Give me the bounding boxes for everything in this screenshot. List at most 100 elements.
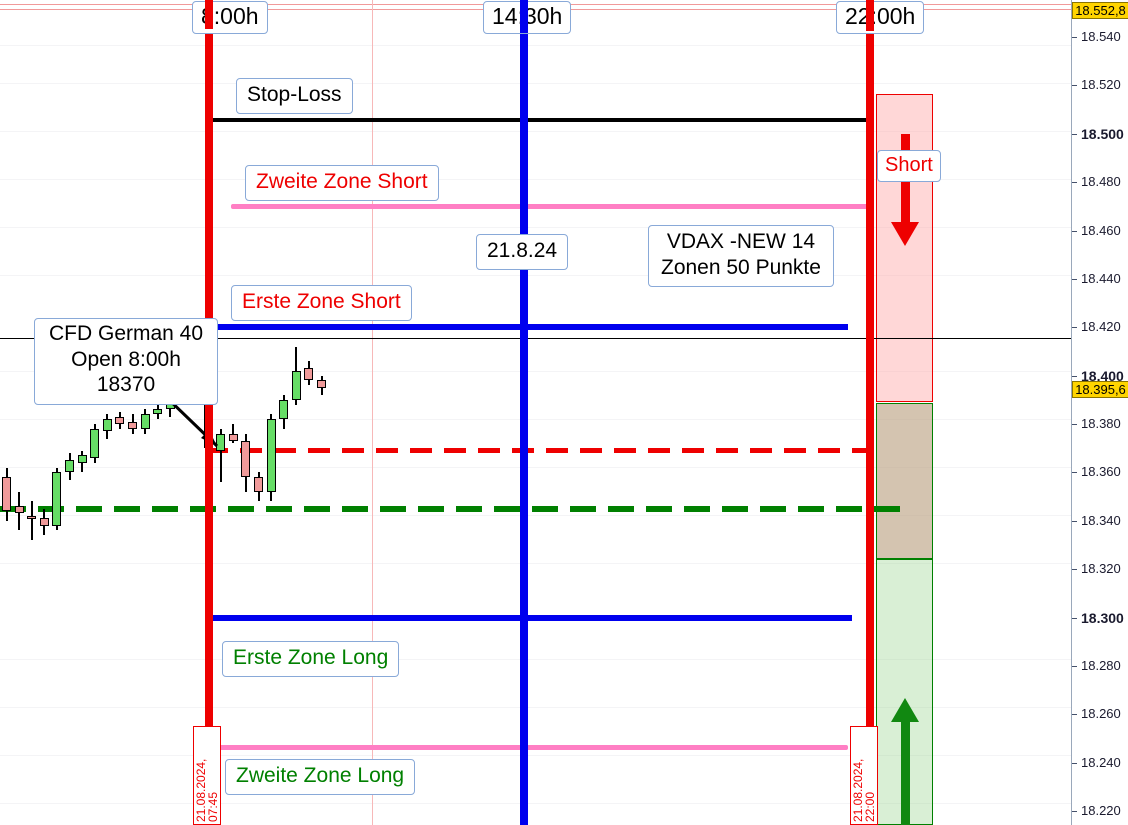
candle-body bbox=[266, 419, 276, 492]
axis-tick-mark bbox=[1072, 182, 1077, 184]
axis-tick-mark bbox=[1072, 714, 1077, 716]
axis-tick-mark bbox=[1072, 424, 1077, 425]
axis-tick-mark bbox=[1072, 665, 1077, 667]
axis-tick-label: 18.400 bbox=[1081, 367, 1124, 384]
callout-date[interactable]: 21.8.24 bbox=[476, 234, 569, 270]
axis-tick-label: 18.480 bbox=[1081, 174, 1121, 190]
candle-body bbox=[317, 380, 326, 388]
session-line-open-0800[interactable] bbox=[205, 0, 213, 825]
gridline bbox=[0, 83, 1071, 84]
neutral-zone-rectangle[interactable] bbox=[876, 403, 933, 559]
axis-tick-label: 18.260 bbox=[1081, 706, 1121, 722]
candle-body bbox=[2, 477, 11, 512]
level-line-stop-loss[interactable] bbox=[207, 118, 872, 122]
axis-tick-label: 18.440 bbox=[1081, 270, 1121, 286]
axis-tick-label: 18.300 bbox=[1081, 609, 1124, 626]
time-label-close[interactable]: 22:00h bbox=[836, 1, 925, 34]
price-tag-last: 18.395,6 bbox=[1072, 381, 1128, 398]
axis-tick-label: 18.500 bbox=[1081, 125, 1124, 142]
callout-zweite-zone-short[interactable]: Zweite Zone Short bbox=[245, 165, 439, 201]
candle-body bbox=[14, 506, 24, 514]
axis-tick-mark bbox=[1072, 37, 1077, 38]
callout-stop-loss[interactable]: Stop-Loss bbox=[236, 78, 353, 114]
session-line-close-2200[interactable] bbox=[866, 0, 874, 825]
axis-tick-mark bbox=[1072, 375, 1077, 377]
axis-tick-label: 18.240 bbox=[1081, 754, 1121, 770]
candle-wick bbox=[219, 428, 222, 483]
session-line-1430-overlay bbox=[520, 1, 528, 33]
axis-tick-label: 18.420 bbox=[1081, 319, 1121, 335]
candle-body bbox=[153, 409, 163, 415]
level-line-zweite-zone-short[interactable] bbox=[231, 204, 868, 209]
candle-wick bbox=[30, 501, 33, 541]
vdax-note-line-2: Zonen 50 Punkte bbox=[661, 255, 821, 279]
callout-erste-zone-long[interactable]: Erste Zone Long bbox=[222, 641, 400, 677]
axis-tick-mark bbox=[1072, 569, 1077, 571]
callout-zweite-zone-long[interactable]: Zweite Zone Long bbox=[225, 759, 416, 795]
axis-tick-label: 18.340 bbox=[1081, 512, 1121, 528]
gridline bbox=[0, 371, 1071, 372]
axis-tick-mark bbox=[1072, 472, 1077, 474]
gridline bbox=[0, 179, 1071, 180]
long-arrow-shaft bbox=[901, 722, 910, 825]
gridline bbox=[0, 227, 1071, 228]
instrument-name: CFD German 40 bbox=[49, 322, 204, 345]
entry-short-dashed-line[interactable] bbox=[206, 448, 886, 453]
session-line-2200-overlay bbox=[866, 1, 874, 31]
price-axis[interactable]: 18.552,8 18.395,6 18.540 18.520 18.500 18.4… bbox=[1071, 0, 1128, 825]
candle-body bbox=[254, 477, 263, 492]
candle-body bbox=[291, 370, 301, 400]
candle-body bbox=[115, 416, 125, 424]
candle-body bbox=[90, 428, 100, 458]
time-label-open[interactable]: 8:00h bbox=[192, 1, 268, 34]
entry-long-dashed-line[interactable] bbox=[0, 506, 910, 512]
candle-body bbox=[128, 421, 137, 429]
axis-tick-label: 18.460 bbox=[1081, 222, 1121, 238]
vertical-gridline bbox=[372, 0, 373, 825]
gridline bbox=[0, 131, 1071, 132]
gridline bbox=[0, 419, 1071, 420]
price-tag-high: 18.552,8 bbox=[1072, 2, 1128, 19]
session-line-open-overlay bbox=[205, 1, 213, 29]
gridline bbox=[0, 275, 1071, 276]
candle-body bbox=[27, 515, 37, 519]
candle-body bbox=[52, 472, 62, 526]
candle-body bbox=[140, 414, 150, 429]
candle-body bbox=[216, 433, 226, 451]
instrument-open-time: Open 8:00h bbox=[71, 347, 181, 371]
axis-tick-label: 18.360 bbox=[1081, 464, 1121, 480]
gridline bbox=[0, 45, 1071, 46]
open-price-line bbox=[0, 338, 1071, 339]
axis-tick-label: 18.280 bbox=[1081, 657, 1121, 673]
candle-body bbox=[241, 440, 251, 478]
vdax-note-line-1: VDAX -NEW 14 bbox=[666, 230, 816, 253]
axis-tick-mark bbox=[1072, 278, 1077, 280]
callout-short-zone[interactable]: Short bbox=[877, 150, 941, 183]
session-line-1430[interactable] bbox=[520, 0, 528, 825]
instrument-open-price: 18370 bbox=[96, 373, 156, 397]
vertical-date-left: 21.08.2024, 07:45 bbox=[193, 726, 221, 825]
callout-erste-zone-short[interactable]: Erste Zone Short bbox=[231, 285, 412, 321]
axis-tick-label: 18.380 bbox=[1081, 416, 1121, 431]
gridline bbox=[0, 803, 1071, 804]
short-arrow-head-icon bbox=[891, 222, 919, 246]
chart-plot-area[interactable]: 21.08.2024, 07:45 21.08.2024, 22:00 Stop… bbox=[0, 0, 1071, 825]
axis-tick-label: 18.520 bbox=[1081, 77, 1121, 93]
axis-tick-label: 18.320 bbox=[1081, 561, 1121, 577]
axis-tick-label: 18.220 bbox=[1081, 803, 1121, 818]
axis-tick-mark bbox=[1072, 85, 1077, 87]
candle-body bbox=[65, 460, 74, 473]
axis-tick-mark bbox=[1072, 617, 1077, 619]
vertical-date-right: 21.08.2024, 22:00 bbox=[850, 726, 878, 825]
candle-body bbox=[279, 399, 289, 420]
candle-body bbox=[228, 433, 238, 441]
candle-body bbox=[304, 368, 314, 381]
gridline bbox=[0, 467, 1071, 468]
axis-tick-mark bbox=[1072, 133, 1077, 135]
axis-tick-label: 18.540 bbox=[1081, 29, 1121, 44]
callout-instrument-info[interactable]: CFD German 40 Open 8:00h 18370 bbox=[34, 318, 219, 405]
callout-vdax-note[interactable]: VDAX -NEW 14 Zonen 50 Punkte bbox=[648, 225, 834, 288]
axis-tick-mark bbox=[1072, 230, 1077, 232]
level-line-erste-zone-long[interactable] bbox=[207, 615, 852, 621]
